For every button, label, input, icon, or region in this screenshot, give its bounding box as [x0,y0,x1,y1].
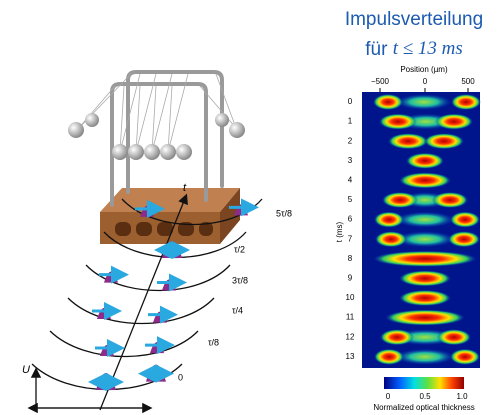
row-label: 13 [346,352,355,361]
density-blob [395,231,455,248]
phase-label: τ/2 [234,244,245,254]
colorbar-tick-label: 0.5 [419,392,431,401]
heatmap [373,94,481,365]
density-blob [373,94,403,110]
density-blob [374,348,404,365]
row-label: 4 [348,176,353,185]
x-tick-label: 500 [461,77,475,86]
density-blob [379,113,417,130]
density-blob [382,192,418,208]
density-blob [437,329,471,346]
density-blob [396,94,452,110]
density-blob [399,290,451,306]
row-label: 12 [346,332,355,341]
density-blob [388,133,428,150]
density-blob [451,94,481,110]
density-blob [432,192,468,208]
colorbar [384,377,464,389]
row-label: 6 [348,215,353,224]
colorbar-tick-label: 0 [386,392,391,401]
heatmap-background [362,92,480,368]
colorbar-label: Normalized optical thickness [373,403,474,412]
density-blob [375,231,407,248]
phase-label: 3τ/8 [232,275,248,285]
density-blob [380,329,414,346]
phase-label: τ/8 [208,337,219,347]
potential-well [67,297,215,325]
row-label: 7 [348,234,353,243]
colorbar-tick-label: 1.0 [456,392,468,401]
density-blob [374,211,404,228]
title: Impulsverteilung [345,9,483,30]
density-blob [450,211,480,228]
subtitle-math: t ≤ 13 ms [393,38,463,59]
subtitle-prefix: für [365,39,388,60]
row-label: 1 [348,117,353,126]
density-blob [395,211,455,228]
density-blob [395,348,455,365]
phase-label: 0 [178,372,183,382]
potential-diagram [27,193,263,414]
density-blob [435,113,473,130]
density-blob [448,231,480,248]
x-tick-label: 0 [423,77,428,86]
density-blob [406,152,444,169]
density-blob [399,270,451,287]
phase-label: τ/4 [232,305,243,315]
time-axis-label: t [183,182,187,194]
row-label: 5 [348,195,353,204]
phase-label: 5τ/8 [276,208,292,218]
subtitle: für t ≤ 13 ms [365,38,463,60]
density-blob [373,250,477,267]
density-blob [450,348,480,365]
potential-label: U [22,364,30,376]
row-label: 11 [346,313,355,322]
row-label: 9 [348,274,353,283]
row-label: 10 [346,293,355,302]
density-blob [424,133,464,150]
row-label: 2 [348,136,353,145]
newtons-cradle [68,70,245,244]
row-label: 8 [348,254,353,263]
y-axis-label: t (ms) [335,221,344,242]
x-tick-label: −500 [371,77,390,86]
potential-well [49,330,199,358]
row-label: 3 [348,156,353,165]
density-blob [399,172,451,189]
density-blob [385,309,465,326]
row-label: 0 [348,97,353,106]
x-axis-label: Position (µm) [400,65,448,74]
